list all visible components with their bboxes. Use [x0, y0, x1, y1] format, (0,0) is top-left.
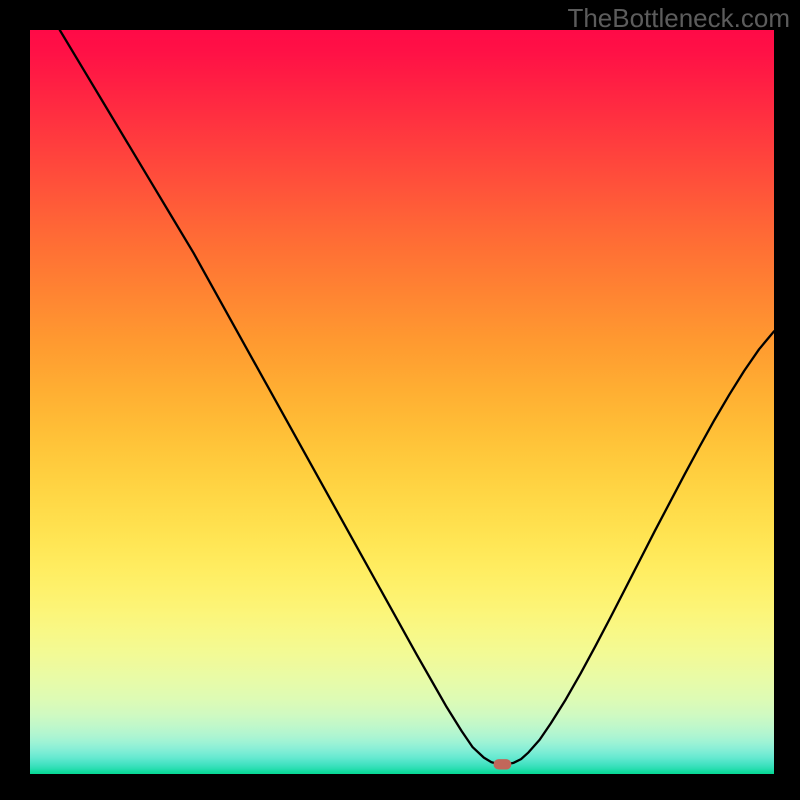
gradient-background: [30, 30, 774, 774]
minimum-marker: [494, 759, 512, 769]
plot-area: [30, 30, 774, 774]
chart-svg: [30, 30, 774, 774]
